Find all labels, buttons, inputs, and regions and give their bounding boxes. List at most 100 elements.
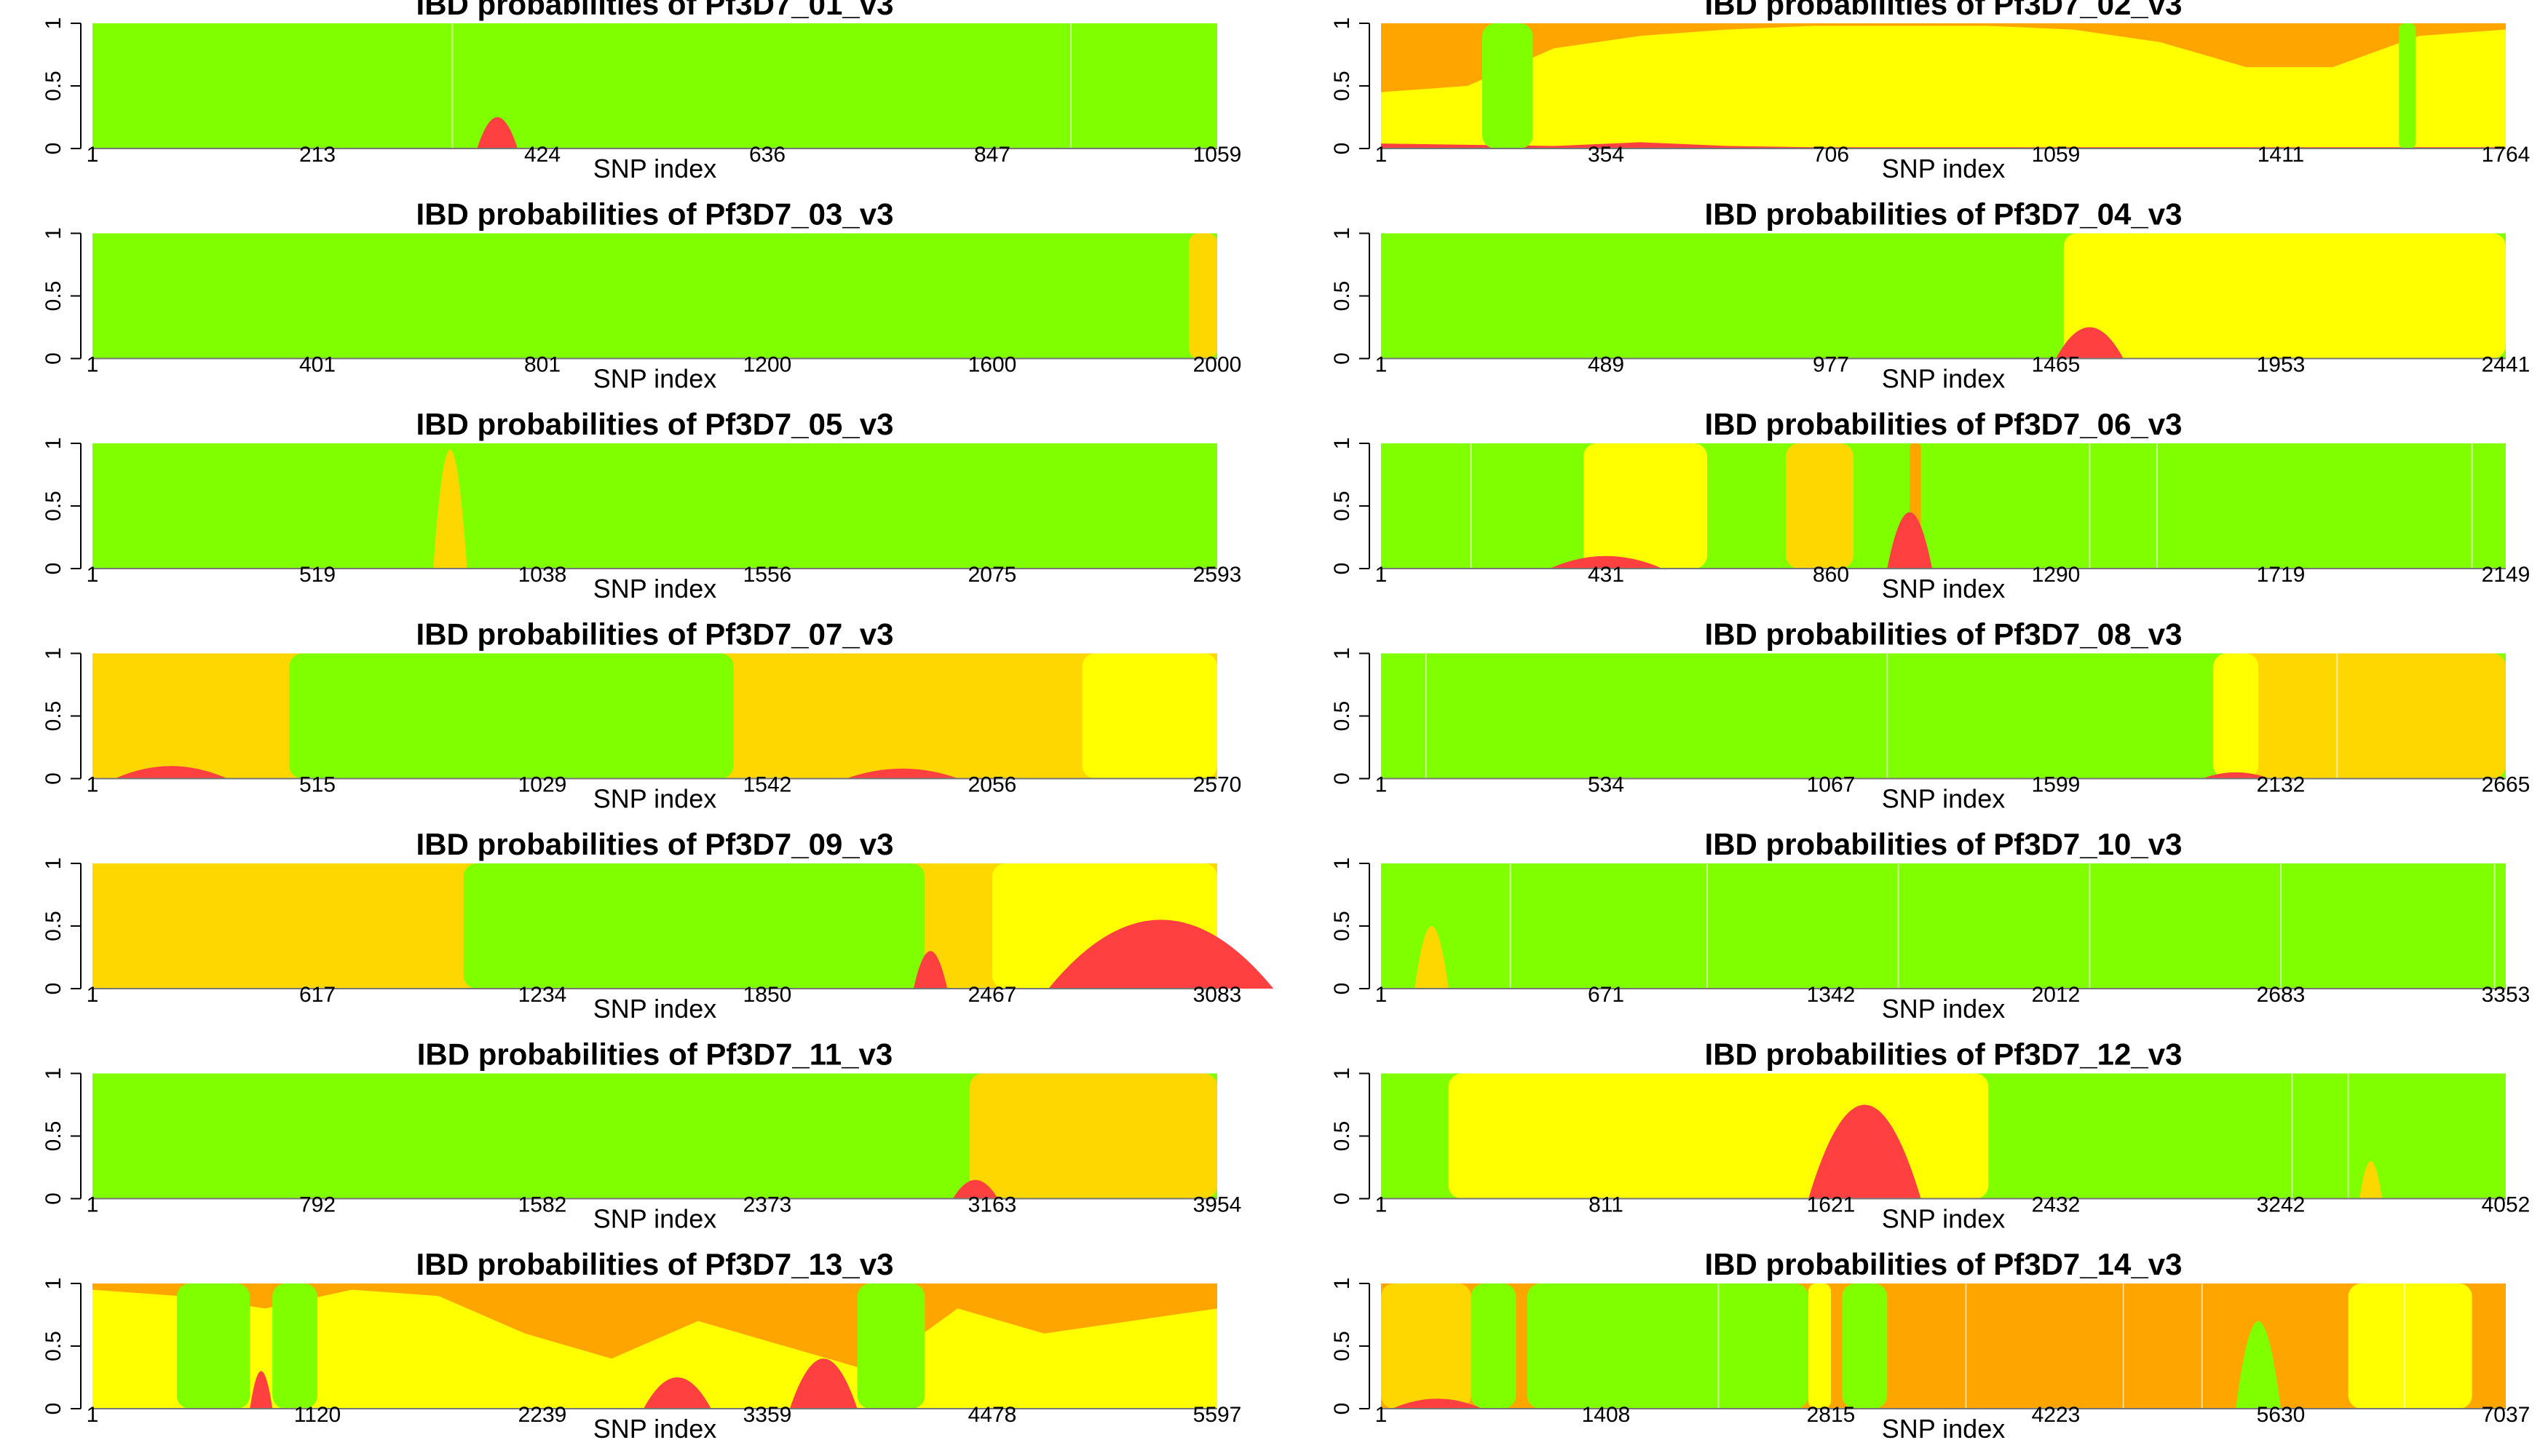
panel-3: IBD probabilities of Pf3D7_03_v3 0 0.5 1 1 40… (41, 197, 1241, 394)
area-block (857, 1283, 925, 1409)
x-tick-label: 7037 (2482, 1403, 2531, 1427)
area-peak (2236, 1321, 2281, 1409)
x-tick-label: 3353 (2482, 983, 2531, 1007)
panel-1: IBD probabilities of Pf3D7_01_v3 0 0.5 1 1 21… (41, 0, 1241, 183)
x-tick-label: 2239 (518, 1403, 567, 1427)
area-peak (1549, 555, 1663, 569)
y-tick-label: 0 (41, 352, 66, 365)
y-tick-label: 1 (1330, 438, 1354, 450)
x-tick-label: 1 (87, 1193, 99, 1217)
y-tick-label: 0 (1330, 772, 1354, 785)
x-tick-label: 3242 (2257, 1193, 2306, 1217)
area-peak (1392, 1398, 1483, 1409)
x-tick-label: 354 (1588, 143, 1624, 167)
x-tick-label: 4223 (2032, 1403, 2081, 1427)
x-tick-label: 617 (299, 983, 336, 1007)
x-tick-label: 2467 (968, 983, 1017, 1007)
x-tick-label: 2441 (2482, 353, 2531, 377)
area-background (92, 233, 1217, 359)
x-tick-label: 1 (1375, 563, 1388, 587)
x-tick-label: 1120 (294, 1403, 341, 1427)
area-peak (644, 1377, 711, 1409)
y-tick-label: 0 (1330, 1403, 1354, 1415)
y-tick-label: 0 (1330, 1192, 1354, 1205)
y-tick-label: 1 (41, 858, 66, 870)
y-tick-label: 0.5 (41, 911, 66, 941)
x-tick-label: 792 (299, 1193, 336, 1217)
x-axis-label: SNP index (593, 1414, 716, 1444)
x-tick-label: 4478 (968, 1403, 1017, 1427)
area-block (2213, 653, 2506, 779)
x-tick-label: 2132 (2257, 773, 2306, 797)
y-tick-label: 0 (41, 983, 66, 995)
panel-title: IBD probabilities of Pf3D7_05_v3 (416, 407, 894, 441)
panel-10: IBD probabilities of Pf3D7_10_v3 0 0.5 1 1 67… (1330, 827, 2530, 1024)
panel-title: IBD probabilities of Pf3D7_14_v3 (1705, 1247, 2183, 1281)
x-tick-label: 1465 (2032, 353, 2081, 377)
y-tick-label: 0 (41, 772, 66, 785)
x-tick-label: 1067 (1807, 773, 1856, 797)
panel-8: IBD probabilities of Pf3D7_08_v3 0 0.5 1 1 53… (1330, 617, 2530, 814)
x-tick-label: 860 (1813, 563, 1849, 587)
x-tick-label: 519 (299, 563, 336, 587)
x-axis-label: SNP index (1882, 1204, 2005, 1234)
area-block (1189, 233, 1217, 359)
y-tick-label: 0.5 (1330, 911, 1354, 941)
x-axis-label: SNP index (593, 1204, 716, 1234)
x-tick-label: 5597 (1193, 1403, 1242, 1427)
x-axis-label: SNP index (1882, 364, 2005, 394)
area-block (1482, 23, 1533, 149)
panel-7: IBD probabilities of Pf3D7_07_v3 0 0.5 1 1 51… (41, 617, 1241, 814)
area-block (1381, 1283, 1471, 1409)
area-peak (1415, 926, 1449, 989)
x-tick-label: 1059 (2032, 143, 2081, 167)
x-tick-label: 1 (87, 983, 99, 1007)
y-tick-label: 1 (1330, 1278, 1354, 1290)
area-block (1808, 1283, 1831, 1409)
y-tick-label: 0 (41, 1192, 66, 1205)
panel-title: IBD probabilities of Pf3D7_03_v3 (416, 197, 894, 232)
y-tick-label: 1 (41, 17, 66, 30)
y-tick-label: 1 (1330, 647, 1354, 660)
y-tick-label: 1 (1330, 17, 1354, 30)
panel-title: IBD probabilities of Pf3D7_08_v3 (1705, 617, 2183, 652)
y-tick-label: 0.5 (1330, 1121, 1354, 1152)
panel-title: IBD probabilities of Pf3D7_11_v3 (417, 1037, 893, 1072)
x-tick-label: 636 (749, 143, 786, 167)
x-tick-label: 401 (299, 353, 336, 377)
x-tick-label: 2665 (2482, 773, 2531, 797)
area-block (289, 653, 734, 779)
area-peak (433, 449, 467, 569)
y-tick-label: 0 (41, 563, 66, 575)
x-tick-label: 1542 (743, 773, 792, 797)
area-peak (1048, 919, 1274, 989)
x-axis-label: SNP index (593, 574, 716, 604)
panel-13: IBD probabilities of Pf3D7_13_v3 0 0.5 1 1 11… (41, 1247, 1241, 1444)
y-tick-label: 0.5 (1330, 701, 1354, 732)
x-tick-label: 1 (1375, 143, 1388, 167)
x-tick-label: 2075 (968, 563, 1017, 587)
y-tick-label: 0 (1330, 563, 1354, 575)
x-tick-label: 1 (87, 1403, 99, 1427)
x-tick-label: 1 (87, 353, 99, 377)
area-peak (2201, 772, 2270, 779)
x-tick-label: 1029 (518, 773, 567, 797)
y-tick-label: 0 (1330, 143, 1354, 155)
x-tick-label: 2593 (1193, 563, 1242, 587)
y-tick-label: 0.5 (41, 1331, 66, 1361)
area-top-band (1381, 23, 2506, 92)
area-peak (250, 1371, 273, 1409)
x-tick-label: 515 (299, 773, 336, 797)
y-tick-label: 1 (41, 1278, 66, 1290)
x-axis-label: SNP index (593, 784, 716, 814)
area-block (2399, 23, 2416, 149)
x-tick-label: 1621 (1807, 1193, 1856, 1217)
x-tick-label: 1411 (2258, 143, 2305, 167)
y-tick-label: 0.5 (41, 491, 66, 521)
x-tick-label: 5630 (2257, 1403, 2306, 1427)
x-tick-label: 2373 (743, 1193, 792, 1217)
x-tick-label: 847 (974, 143, 1010, 167)
area-top-band (92, 1283, 1217, 1372)
x-tick-label: 1953 (2257, 353, 2306, 377)
y-tick-label: 1 (41, 1067, 66, 1080)
